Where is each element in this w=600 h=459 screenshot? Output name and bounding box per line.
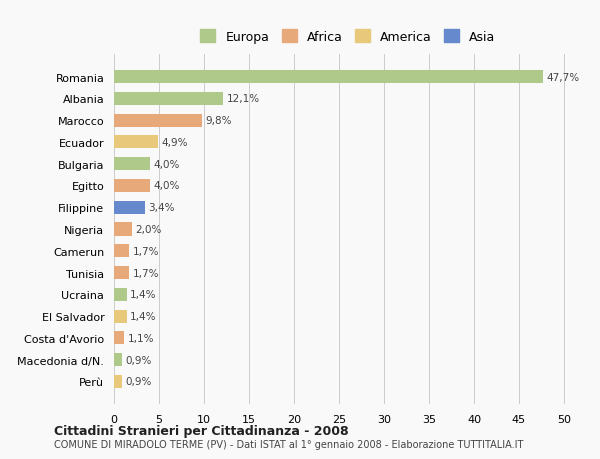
Text: 4,9%: 4,9% xyxy=(162,138,188,148)
Text: 0,9%: 0,9% xyxy=(126,376,152,386)
Text: 1,1%: 1,1% xyxy=(128,333,154,343)
Text: 47,7%: 47,7% xyxy=(547,73,580,83)
Text: 12,1%: 12,1% xyxy=(227,94,260,104)
Text: 1,7%: 1,7% xyxy=(133,268,160,278)
Bar xyxy=(114,375,122,388)
Bar xyxy=(114,310,127,323)
Bar xyxy=(114,114,202,128)
Bar xyxy=(114,288,127,301)
Bar xyxy=(114,331,124,345)
Bar xyxy=(114,201,145,214)
Text: Cittadini Stranieri per Cittadinanza - 2008: Cittadini Stranieri per Cittadinanza - 2… xyxy=(54,424,349,437)
Legend: Europa, Africa, America, Asia: Europa, Africa, America, Asia xyxy=(197,27,499,48)
Bar xyxy=(114,71,544,84)
Bar xyxy=(114,266,130,280)
Bar xyxy=(114,93,223,106)
Bar xyxy=(114,136,158,149)
Text: COMUNE DI MIRADOLO TERME (PV) - Dati ISTAT al 1° gennaio 2008 - Elaborazione TUT: COMUNE DI MIRADOLO TERME (PV) - Dati IST… xyxy=(54,440,523,449)
Text: 4,0%: 4,0% xyxy=(154,159,180,169)
Bar xyxy=(114,158,150,171)
Text: 0,9%: 0,9% xyxy=(126,355,152,365)
Text: 1,4%: 1,4% xyxy=(130,311,157,321)
Text: 2,0%: 2,0% xyxy=(136,224,162,235)
Text: 3,4%: 3,4% xyxy=(148,203,175,213)
Text: 1,4%: 1,4% xyxy=(130,290,157,300)
Text: 4,0%: 4,0% xyxy=(154,181,180,191)
Bar xyxy=(114,353,122,366)
Bar xyxy=(114,245,130,258)
Bar xyxy=(114,223,132,236)
Text: 9,8%: 9,8% xyxy=(206,116,232,126)
Text: 1,7%: 1,7% xyxy=(133,246,160,256)
Bar xyxy=(114,179,150,193)
